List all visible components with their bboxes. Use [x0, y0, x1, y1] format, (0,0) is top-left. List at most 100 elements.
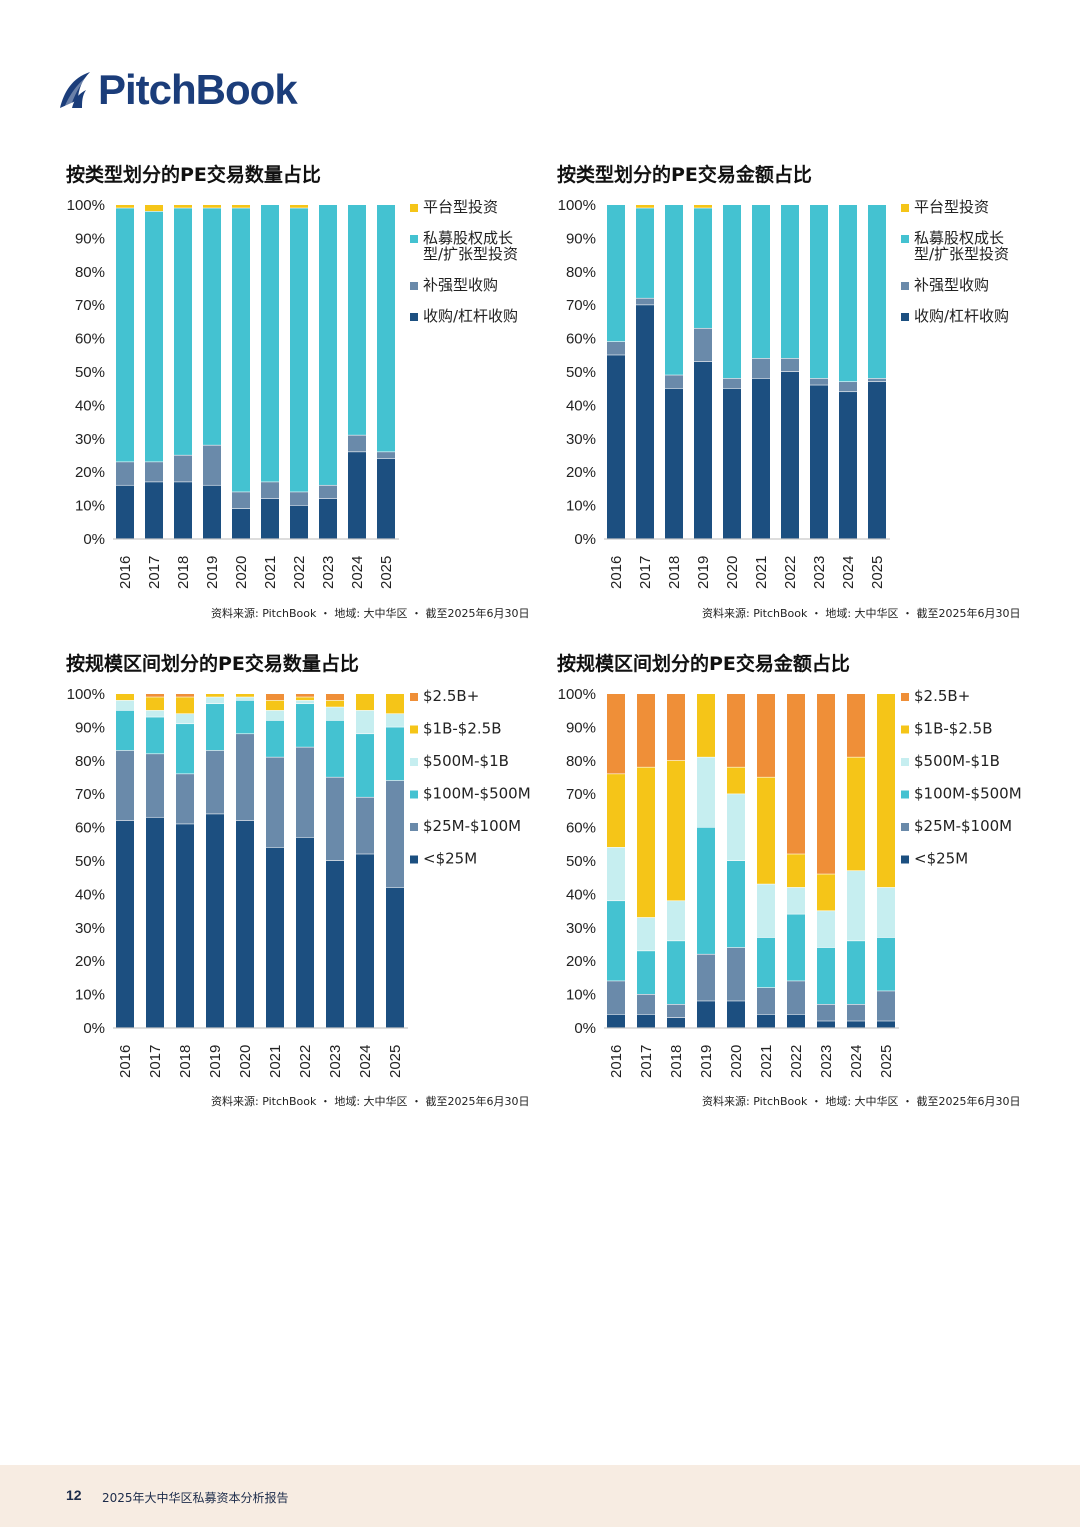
bar-segment [787, 887, 805, 914]
x-tick-label: 2017 [638, 1045, 655, 1078]
x-tick-label: 2023 [320, 556, 337, 589]
x-tick-label: 2016 [608, 1045, 625, 1078]
bar-segment [266, 847, 284, 1028]
bar-segment [727, 794, 745, 861]
bar-segment [326, 707, 344, 721]
bar-segment [116, 710, 134, 751]
bar-segment [116, 694, 134, 701]
chart-source-2: 资料来源: PitchBook ・ 地域: 大中华区 ・ 截至2025年6月30… [702, 607, 1021, 620]
x-tick-label: 2022 [782, 556, 799, 589]
legend-label: 补强型收购 [914, 276, 989, 294]
bar-segment [839, 205, 857, 382]
legend-label: <$25M [423, 850, 477, 868]
x-tick-label: 2021 [267, 1045, 284, 1078]
bar-segment [206, 814, 224, 1028]
legend-swatch [410, 855, 418, 864]
bar-segment [787, 854, 805, 888]
bar-segment [697, 827, 715, 954]
y-tick-label: 0% [83, 531, 105, 548]
bar-segment [145, 462, 163, 482]
y-tick-label: 30% [566, 431, 596, 448]
bar-segment [377, 452, 395, 459]
bar-segment [781, 205, 799, 359]
y-tick-label: 70% [75, 297, 105, 314]
legend-swatch [410, 725, 418, 734]
bar-segment [607, 355, 625, 539]
bar-segment [203, 485, 221, 539]
footer-title: 2025年大中华区私募资本分析报告 [102, 1491, 289, 1505]
bar-segment [146, 694, 164, 697]
bar-segment [319, 485, 337, 499]
bar-segment [203, 205, 221, 208]
legend-swatch [901, 758, 909, 766]
legend-label: 型/扩张型投资 [423, 245, 518, 263]
y-tick-label: 40% [566, 886, 596, 903]
x-tick-label: 2020 [237, 1045, 254, 1078]
bar-segment [787, 914, 805, 981]
bar-segment [868, 378, 886, 382]
bar-segment [810, 378, 828, 385]
x-tick-label: 2016 [117, 1045, 134, 1078]
bar-segment [356, 710, 374, 734]
legend-label: $500M-$1B [914, 752, 1000, 770]
bar-segment [266, 720, 284, 757]
bar-segment [386, 887, 404, 1028]
bar-segment [637, 917, 655, 951]
bar-segment [817, 694, 835, 874]
bar-segment [787, 981, 805, 1015]
bar-segment [176, 694, 194, 697]
y-tick-label: 80% [75, 264, 105, 281]
bar-segment [607, 774, 625, 848]
page-number: 12 [66, 1487, 82, 1503]
bar-segment [877, 887, 895, 938]
y-tick-label: 60% [566, 820, 596, 837]
chart-title-3: 按规模区间划分的PE交易数量占比 [66, 653, 359, 675]
y-tick-label: 70% [566, 786, 596, 803]
legend-swatch [901, 235, 909, 243]
bar-segment [757, 777, 775, 884]
y-tick-label: 0% [83, 1020, 105, 1037]
bar-segment [877, 937, 895, 991]
bar-segment [637, 1014, 655, 1028]
bar-segment [319, 498, 337, 539]
bar-segment [261, 498, 279, 539]
legend-label: $25M-$100M [423, 817, 521, 835]
y-tick-label: 70% [75, 786, 105, 803]
bar-segment [877, 694, 895, 888]
bar-segment [206, 704, 224, 751]
bar-segment [266, 757, 284, 848]
bar-segment [174, 205, 192, 208]
bar-segment [326, 777, 344, 861]
bar-segment [116, 700, 134, 711]
y-tick-label: 0% [574, 1020, 596, 1037]
x-tick-label: 2019 [695, 556, 712, 589]
bar-segment [752, 205, 770, 359]
bar-segment [266, 694, 284, 701]
bar-segment [232, 508, 250, 539]
chart-source-4: 资料来源: PitchBook ・ 地域: 大中华区 ・ 截至2025年6月30… [702, 1095, 1021, 1108]
bar-segment [694, 205, 712, 208]
bar-segment [868, 205, 886, 379]
x-tick-label: 2017 [637, 556, 654, 589]
legend-swatch [901, 725, 909, 734]
bar-segment [839, 392, 857, 539]
bar-segment [637, 694, 655, 767]
bar-segment [326, 720, 344, 777]
bar-segment [206, 697, 224, 704]
bar-segment [727, 1001, 745, 1028]
legend-label: 私募股权成长 [423, 229, 513, 247]
legend-label: 平台型投资 [914, 198, 989, 216]
y-tick-label: 100% [67, 197, 105, 214]
bar-segment [697, 1001, 715, 1028]
y-tick-label: 20% [566, 953, 596, 970]
bar-segment [386, 727, 404, 781]
bar-segment [290, 208, 308, 492]
bar-segment [697, 694, 715, 757]
y-tick-label: 50% [566, 364, 596, 381]
bar-segment [667, 1004, 685, 1018]
y-tick-label: 50% [566, 853, 596, 870]
bar-segment [326, 694, 344, 701]
bar-segment [348, 452, 366, 539]
x-tick-label: 2018 [666, 556, 683, 589]
bar-segment [847, 757, 865, 871]
